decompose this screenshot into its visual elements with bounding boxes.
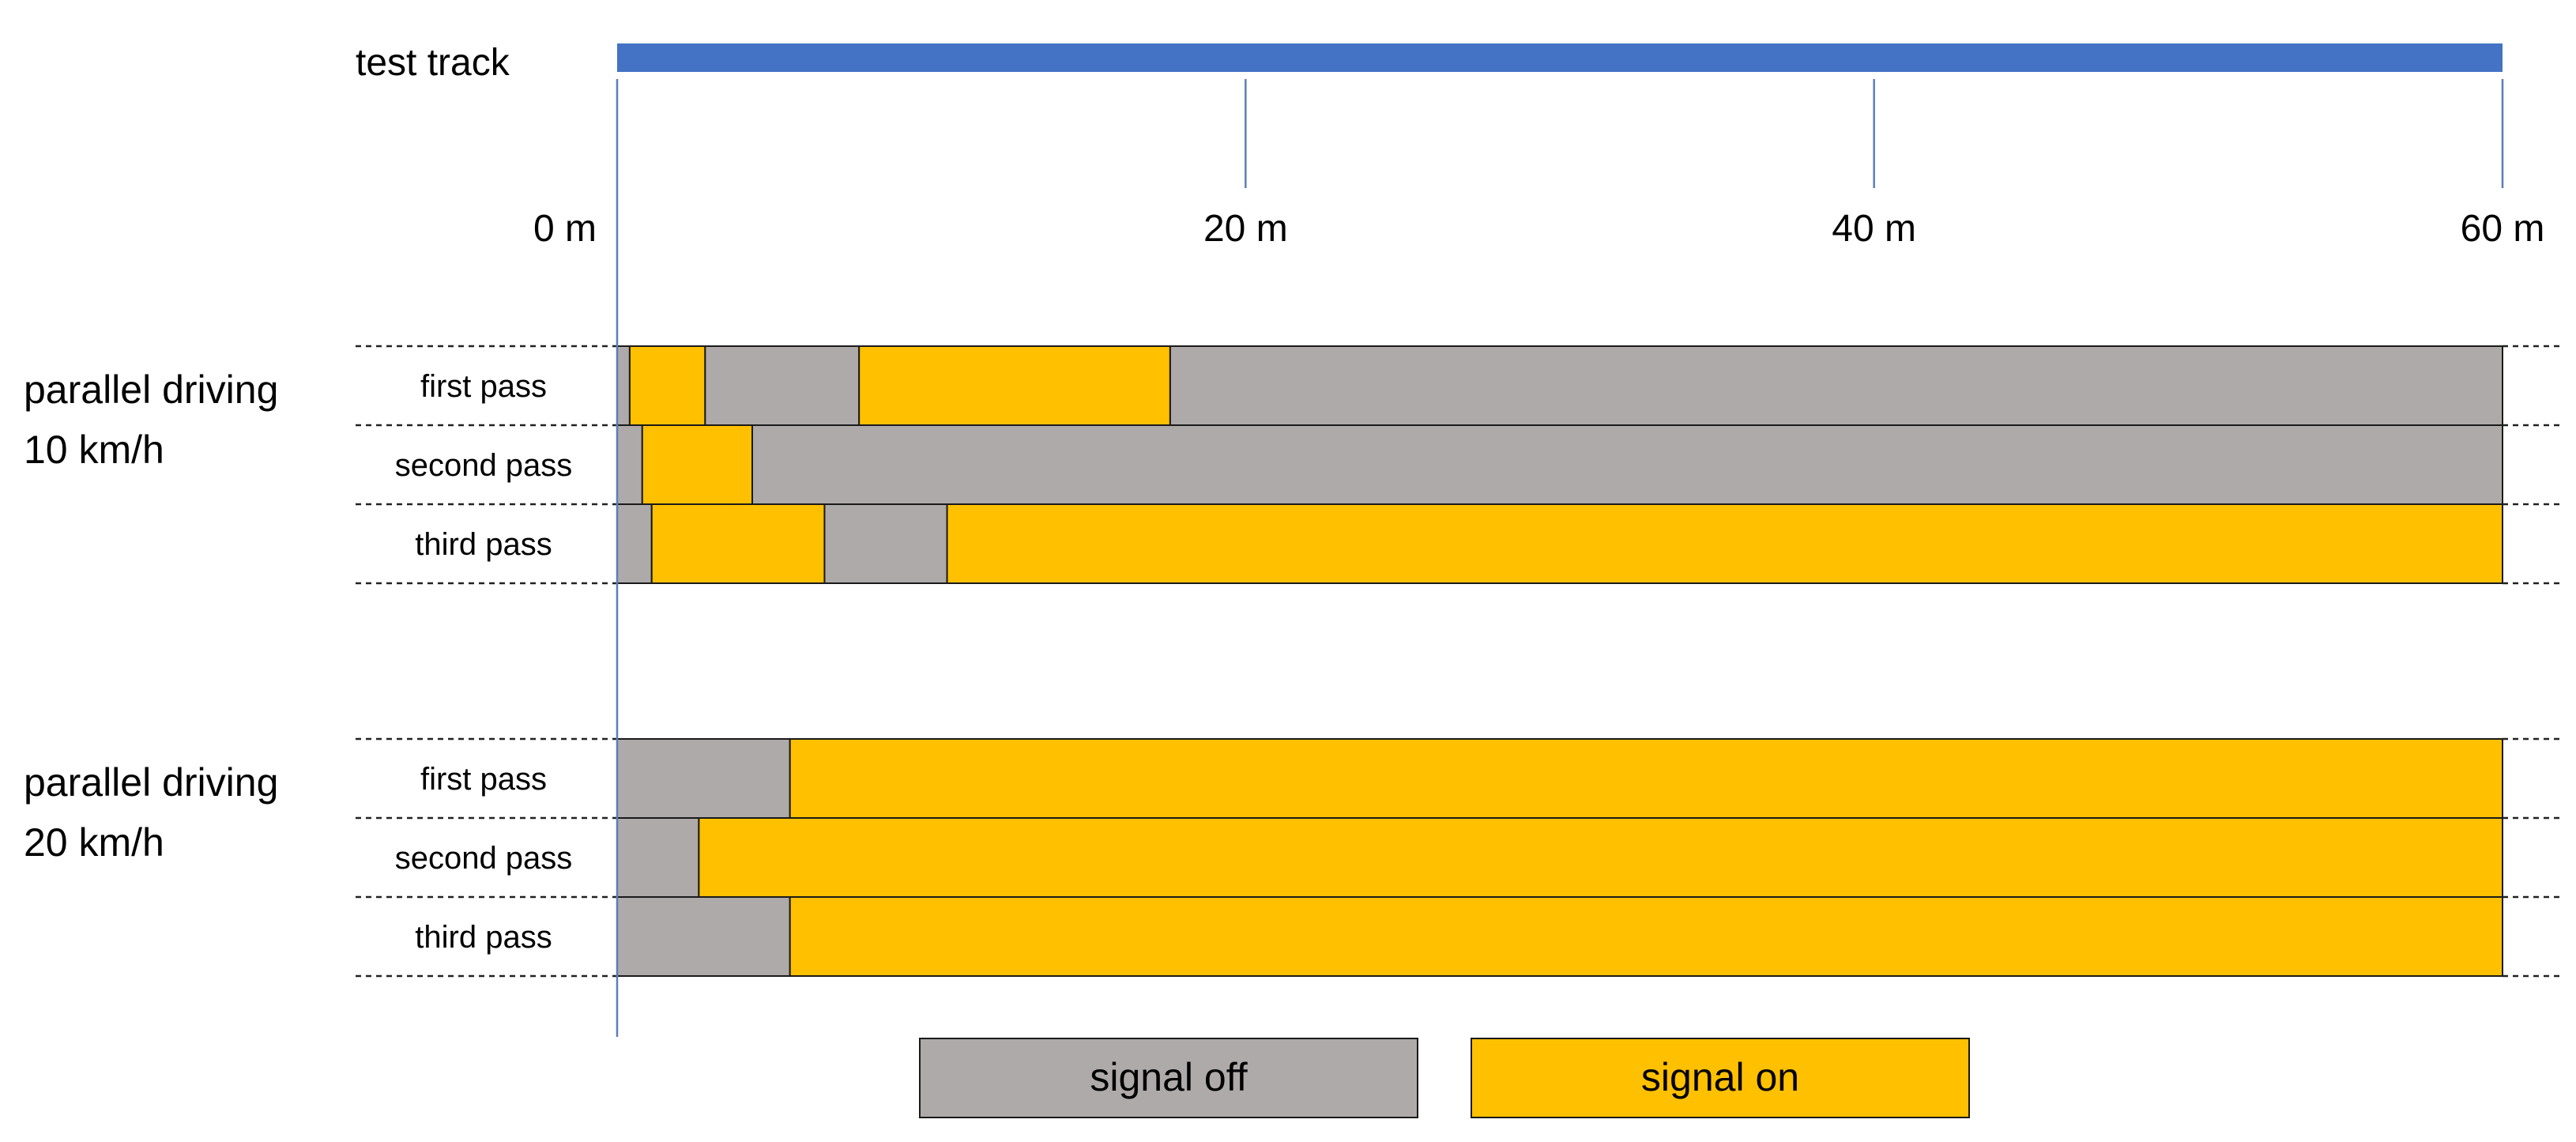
pass-label: second pass — [395, 448, 573, 483]
pass-label: first pass — [420, 369, 547, 404]
segment-off — [751, 424, 2504, 505]
segment-off — [616, 738, 791, 819]
x-tick-label: 40 m — [1832, 208, 1916, 250]
pass-label: third pass — [415, 920, 552, 955]
segment-on — [789, 896, 2504, 977]
segment-on — [946, 503, 2503, 584]
x-tick-label: 0 m — [533, 208, 597, 250]
segment-off — [616, 896, 791, 977]
segment-off — [704, 345, 861, 426]
segment-on — [789, 738, 2504, 819]
x-axis: 0 m 20 m 40 m 60 m — [533, 79, 2544, 1037]
segment-off — [616, 345, 631, 426]
segment-off — [616, 424, 643, 505]
test-track: test track — [356, 42, 2503, 84]
pass-row: third pass — [415, 503, 2503, 584]
segment-off — [616, 817, 700, 898]
pass-row: first pass — [420, 345, 2503, 426]
group-speed-label: 10 km/h — [24, 428, 164, 472]
track-bar — [617, 43, 2503, 72]
pass-label: third pass — [415, 527, 552, 562]
track-label: test track — [356, 42, 510, 84]
segment-off — [1169, 345, 2503, 426]
legend-item-off: signal off — [919, 1038, 1418, 1118]
segment-on — [698, 817, 2503, 898]
legend-swatch — [1471, 1038, 1970, 1118]
segment-on — [858, 345, 1171, 426]
group-speed-label: 20 km/h — [24, 820, 164, 865]
pass-label: first pass — [420, 762, 547, 797]
group: parallel driving 20 km/h first pass second … — [24, 737, 2560, 978]
legend-swatch — [919, 1038, 1418, 1118]
segment-off — [823, 503, 948, 584]
x-tick-label: 20 m — [1203, 208, 1288, 250]
group: parallel driving 10 km/h first pass second … — [24, 345, 2560, 585]
pass-label: second pass — [395, 841, 573, 876]
pass-row: second pass — [395, 817, 2503, 898]
group-label: parallel driving — [24, 367, 278, 412]
group-label: parallel driving — [24, 760, 278, 805]
pass-row: first pass — [420, 738, 2504, 819]
legend: signal off signal on — [919, 1038, 1970, 1118]
pass-rows: parallel driving 10 km/h first pass second … — [24, 345, 2560, 978]
segment-on — [650, 503, 826, 584]
segment-off — [616, 503, 653, 584]
x-tick-label: 60 m — [2461, 208, 2545, 250]
legend-label: signal off — [1090, 1055, 1247, 1099]
segment-on — [628, 345, 706, 426]
pass-row: second pass — [395, 424, 2504, 505]
pass-row: third pass — [415, 896, 2504, 977]
segment-on — [641, 424, 753, 505]
legend-item-on: signal on — [1471, 1038, 1970, 1118]
legend-label: signal on — [1641, 1055, 1799, 1099]
